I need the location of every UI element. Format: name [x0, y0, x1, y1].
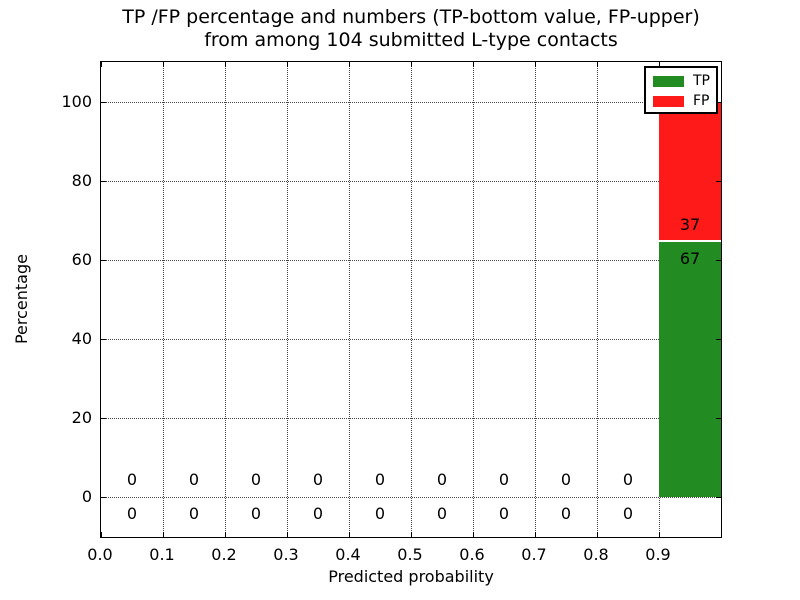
fp-count-label-bin2: 0 [250, 470, 262, 490]
fp-count-label-bin8: 0 [622, 470, 634, 490]
y-tick-label-0: 0 [81, 487, 92, 507]
y-tick-left-20 [101, 418, 106, 420]
x-tick-label-0.1: 0.1 [149, 545, 175, 564]
y-axis-label: Percentage [12, 254, 31, 345]
fp-count-label-bin3: 0 [312, 470, 324, 490]
x-tick-bottom-0.3 [287, 532, 288, 537]
y-tick-left-0 [101, 497, 106, 499]
y-tick-right-80 [716, 180, 721, 182]
y-tick-label-20: 20 [71, 408, 92, 428]
legend-entry-tp: TP [653, 71, 716, 91]
chart-title-line2: from among 104 submitted L-type contacts [204, 29, 618, 51]
x-tick-bottom-0.4 [349, 532, 350, 537]
x-tick-bottom-0 [101, 532, 102, 537]
y-tick-label-60: 60 [71, 249, 92, 269]
gridline-v-0.3 [287, 62, 288, 537]
x-tick-bottom-0.7 [535, 532, 536, 537]
tp-count-label-bin6: 0 [498, 504, 510, 524]
gridline-v-0.8 [597, 62, 598, 537]
fp-count-label-bin9: 37 [679, 215, 701, 235]
y-tick-right-40 [716, 339, 721, 341]
chart-title-line1: TP /FP percentage and numbers (TP-bottom… [122, 6, 700, 28]
x-tick-top-0.8 [597, 62, 598, 67]
x-tick-label-0.0: 0.0 [87, 545, 113, 564]
legend-swatch-tp-icon [653, 75, 684, 87]
gridline-v-0.6 [473, 62, 474, 537]
x-tick-bottom-0.6 [473, 532, 474, 537]
x-tick-bottom-0.5 [411, 532, 412, 537]
x-axis-label: Predicted probability [328, 567, 494, 586]
x-tick-label-0.8: 0.8 [583, 545, 609, 564]
y-tick-left-40 [101, 339, 106, 341]
x-tick-label-0.5: 0.5 [397, 545, 423, 564]
x-tick-top-0.2 [225, 62, 226, 67]
x-tick-bottom-0.9 [659, 532, 660, 537]
tp-count-label-bin2: 0 [250, 504, 262, 524]
y-tick-right-100 [716, 101, 721, 103]
legend-swatch-fp-icon [653, 95, 684, 107]
x-tick-top-0.5 [411, 62, 412, 67]
y-tick-label-80: 80 [71, 170, 92, 190]
tp-count-label-bin4: 0 [374, 504, 386, 524]
tp-count-label-bin5: 0 [436, 504, 448, 524]
x-tick-top-0.3 [287, 62, 288, 67]
fp-count-label-bin0: 0 [126, 470, 138, 490]
x-tick-top-0.6 [473, 62, 474, 67]
gridline-v-0.4 [349, 62, 350, 537]
bar-tp-bin9 [659, 242, 721, 498]
y-tick-label-100: 100 [61, 91, 92, 111]
tp-count-label-bin8: 0 [622, 504, 634, 524]
x-tick-bottom-0.8 [597, 532, 598, 537]
fp-count-label-bin1: 0 [188, 470, 200, 490]
gridline-v-0.2 [225, 62, 226, 537]
x-tick-bottom-0.2 [225, 532, 226, 537]
legend: TP FP [644, 66, 718, 114]
tp-count-label-bin1: 0 [188, 504, 200, 524]
gridline-v-0.1 [163, 62, 164, 537]
x-tick-label-0.3: 0.3 [273, 545, 299, 564]
tp-count-label-bin3: 0 [312, 504, 324, 524]
tp-count-label-bin9: 67 [679, 249, 701, 269]
fp-count-label-bin4: 0 [374, 470, 386, 490]
fp-count-label-bin6: 0 [498, 470, 510, 490]
x-tick-top-0.4 [349, 62, 350, 67]
gridline-v-0.5 [411, 62, 412, 537]
x-tick-top-0.7 [535, 62, 536, 67]
x-tick-top-0.1 [163, 62, 164, 67]
y-tick-left-80 [101, 180, 106, 182]
y-tick-right-0 [716, 497, 721, 499]
legend-entry-fp: FP [653, 91, 716, 111]
x-tick-label-0.6: 0.6 [459, 545, 485, 564]
plot-area: 0 0 0 0 0 0 0 0 0 0 0 0 0 0 0 0 0 0 37 67 [100, 61, 722, 538]
tp-count-label-bin0: 0 [126, 504, 138, 524]
x-tick-top-0.9 [659, 62, 660, 67]
chart-title: TP /FP percentage and numbers (TP-bottom… [100, 6, 722, 52]
x-tick-label-0.9: 0.9 [645, 545, 671, 564]
y-tick-label-40: 40 [71, 329, 92, 349]
fp-count-label-bin5: 0 [436, 470, 448, 490]
y-tick-left-100 [101, 101, 106, 103]
x-tick-bottom-0.1 [163, 532, 164, 537]
x-tick-top-0 [101, 62, 102, 67]
tp-count-label-bin7: 0 [560, 504, 572, 524]
bar-fp-bin9 [659, 101, 721, 243]
legend-label-fp: FP [693, 93, 710, 109]
gridline-v-0.7 [535, 62, 536, 537]
y-tick-right-60 [716, 259, 721, 261]
y-tick-left-60 [101, 259, 106, 261]
legend-label-tp: TP [693, 73, 710, 89]
x-tick-label-0.7: 0.7 [521, 545, 547, 564]
y-tick-right-20 [716, 418, 721, 420]
fp-count-label-bin7: 0 [560, 470, 572, 490]
x-tick-label-0.2: 0.2 [211, 545, 237, 564]
bar-divider-bin9 [659, 240, 721, 243]
x-tick-label-0.4: 0.4 [335, 545, 361, 564]
